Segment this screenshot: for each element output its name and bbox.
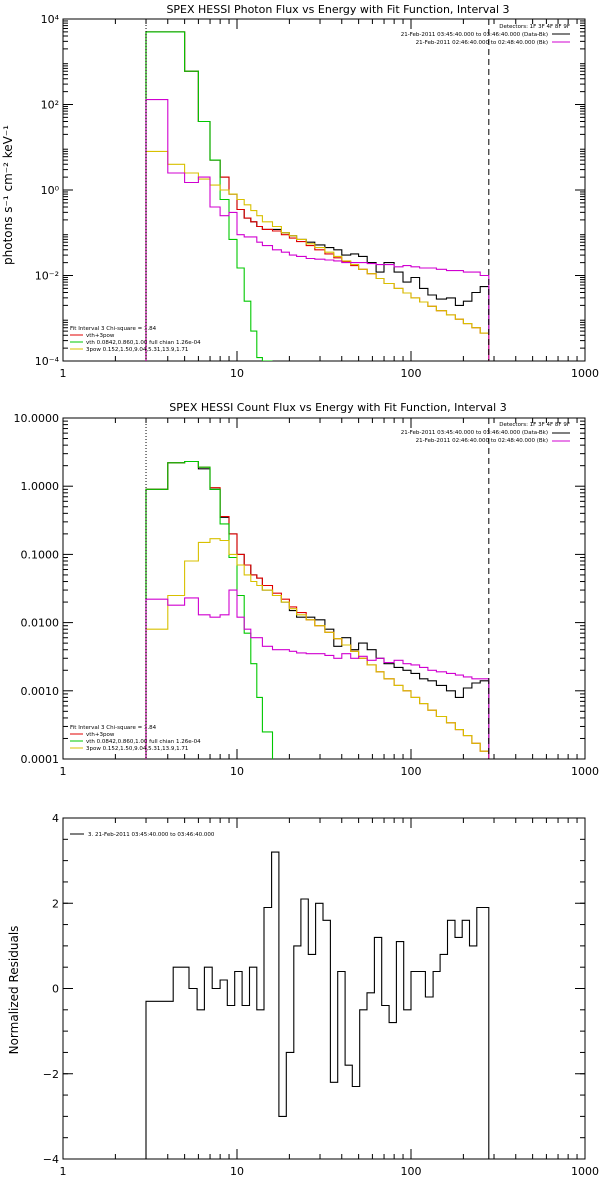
legend-entry-background: 21-Feb-2011 02:46:40.000 to 02:48:40.000… [416,438,548,444]
y-tick-label: 10⁴ [41,13,60,26]
x-tick-label: 10 [230,367,244,380]
y-tick-label: −4 [43,1153,59,1166]
x-tick-label: 10 [230,765,244,778]
chart-title: SPEX HESSI Count Flux vs Energy with Fit… [169,401,506,414]
y-axis-label: photons s⁻¹ cm⁻² keV⁻¹ [1,125,15,265]
y-tick-label: 0.1000 [21,548,60,561]
x-tick-label: 1000 [571,367,599,380]
fit-legend-entry-total: vth+3pow [86,732,115,738]
x-tick-label: 1000 [571,1165,599,1178]
legend-entry-background: 21-Feb-2011 02:46:40.000 to 02:48:40.000… [416,40,548,46]
series-0-line [145,31,490,361]
y-tick-label: 10⁻⁴ [35,355,60,368]
series-4-line [145,99,490,361]
x-tick-label: 1 [60,1165,67,1178]
y-tick-label: 4 [52,812,59,825]
series-4-line [145,589,490,759]
fit-legend-entry-thermal: vth 0.0842,0.860,1.00 full chian 1.26e-0… [86,739,201,745]
fit-legend-header: Fit Interval 3 Chi-square = 1.84 [70,725,157,731]
series-1-line [145,460,490,759]
photon-flux-panel: SPEX HESSI Photon Flux vs Energy with Fi… [1,3,599,380]
fit-legend-entry-powerlaw: 3pow 0.152,1.50,9.04,5.31,13.9,1.71 [86,347,188,353]
y-tick-label: 0 [52,983,59,996]
x-tick-label: 100 [401,1165,422,1178]
x-tick-label: 1 [60,765,67,778]
legend-entry-data: 21-Feb-2011 03:45:40.000 to 03:46:40.000… [401,32,548,38]
legend-header: Detectors: 1F 3F 4F 8F 9F [499,24,570,30]
y-tick-label: 0.0010 [21,685,60,698]
chart-title: SPEX HESSI Photon Flux vs Energy with Fi… [166,3,509,16]
series-3-line [145,150,490,361]
fit-legend-entry-thermal: vth 0.0842,0.860,1.00 full chian 1.26e-0… [86,340,201,346]
y-tick-label: 10⁰ [41,184,60,197]
y-tick-label: 10² [41,99,59,112]
y-tick-label: 10.0000 [14,412,60,425]
series-0-line [145,851,490,1159]
series-3-line [145,538,490,759]
series-2-line [145,31,273,361]
x-tick-label: 10 [230,1165,244,1178]
fit-legend-header: Fit Interval 3 Chi-square = 1.84 [70,326,157,332]
series-1-line [145,31,490,361]
legend-entry-interval: 3. 21-Feb-2011 03:45:40.000 to 03:46:40.… [88,832,215,838]
count-flux-panel: SPEX HESSI Count Flux vs Energy with Fit… [14,401,600,778]
y-tick-label: 1.0000 [21,480,60,493]
y-tick-label: 0.0001 [21,753,60,766]
fit-legend-entry-total: vth+3pow [86,333,115,339]
x-tick-label: 1000 [571,765,599,778]
series-0-line [145,460,490,759]
fit-legend-entry-powerlaw: 3pow 0.152,1.50,9.04,5.31,13.9,1.71 [86,746,188,752]
legend-entry-data: 21-Feb-2011 03:45:40.000 to 03:46:40.000… [401,430,548,436]
y-tick-label: 0.0100 [21,617,60,630]
legend-header: Detectors: 1F 3F 4F 8F 9F [499,422,570,428]
residuals-panel: Normalized Residuals 3. 21-Feb-2011 03:4… [7,812,599,1178]
x-tick-label: 100 [401,367,422,380]
series-2-line [145,460,274,759]
y-tick-label: −2 [43,1068,59,1081]
y-tick-label: 10⁻² [35,270,59,283]
plot-frame [62,18,586,362]
y-tick-label: 2 [52,897,59,910]
x-tick-label: 1 [60,367,67,380]
plot-frame [62,817,586,1160]
x-tick-label: 100 [401,765,422,778]
plot-frame [62,417,586,760]
y-axis-label: Normalized Residuals [7,926,21,1055]
